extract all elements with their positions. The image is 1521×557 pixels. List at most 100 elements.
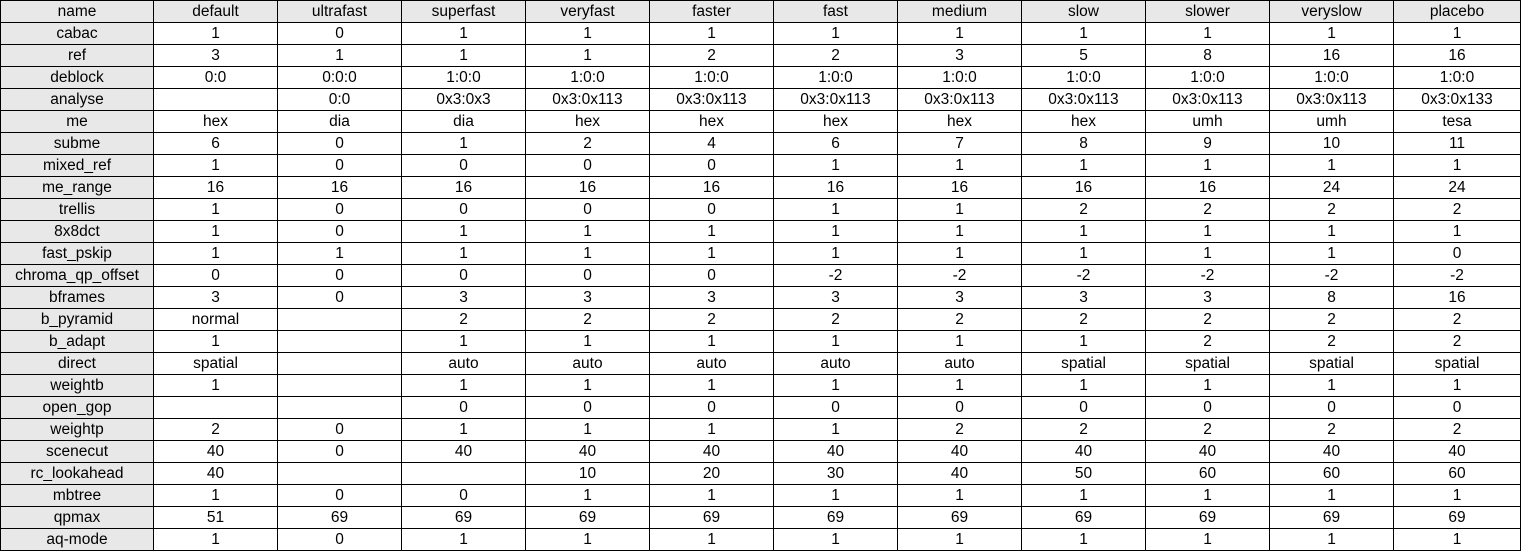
table-cell: auto	[897, 352, 1022, 375]
table-cell: -2	[897, 264, 1022, 287]
table-cell: 16	[1021, 176, 1146, 199]
table-cell: 1	[277, 242, 402, 265]
table-row: me_range 16 16 16 16 16 16 16 16 16 24 24	[0, 176, 1521, 199]
table-cell: auto	[525, 352, 650, 375]
table-cell: spatial	[153, 352, 278, 375]
table-cell: 16	[401, 176, 526, 199]
table-cell: 1:0:0	[773, 66, 898, 89]
table-cell: 0	[277, 22, 402, 45]
table-cell: 2	[1393, 308, 1521, 331]
table-cell: 1	[1269, 22, 1394, 45]
table-cell	[277, 308, 402, 331]
table-cell: spatial	[1393, 352, 1521, 375]
column-header-ultrafast: ultrafast	[277, 0, 402, 23]
table-cell: 1:0:0	[649, 66, 774, 89]
table-cell: 69	[1145, 506, 1270, 529]
row-name-cell: cabac	[0, 22, 154, 45]
table-cell: 1	[153, 528, 278, 551]
table-cell: spatial	[1021, 352, 1146, 375]
table-cell: normal	[153, 308, 278, 331]
table-cell: 0	[649, 154, 774, 177]
table-cell: 40	[1145, 440, 1270, 463]
table-cell: -2	[1269, 264, 1394, 287]
table-cell: 16	[1393, 44, 1521, 67]
table-cell: 0	[401, 396, 526, 419]
table-cell: hex	[897, 110, 1022, 133]
table-cell: 69	[1393, 506, 1521, 529]
table-cell: 1	[1021, 374, 1146, 397]
table-cell: umh	[1145, 110, 1270, 133]
table-cell: 1	[153, 330, 278, 353]
table-cell: 0	[1145, 396, 1270, 419]
table-cell: 1	[153, 198, 278, 221]
table-cell: 4	[649, 132, 774, 155]
table-cell: 0x3:0x113	[897, 88, 1022, 111]
table-cell: 10	[525, 462, 650, 485]
table-row: chroma_qp_offset 0 0 0 0 0 -2 -2 -2 -2 -2 -2	[0, 264, 1521, 287]
table-cell: 1	[1269, 528, 1394, 551]
table-cell: 0	[897, 396, 1022, 419]
table-cell: 40	[897, 440, 1022, 463]
table-cell: 8	[1269, 286, 1394, 309]
table-cell: 3	[897, 44, 1022, 67]
table-cell: auto	[401, 352, 526, 375]
table-cell: 0	[649, 198, 774, 221]
table-cell: 1	[401, 528, 526, 551]
table-cell: 2	[1021, 308, 1146, 331]
table-row: b_pyramid normal 2 2 2 2 2 2 2 2 2	[0, 308, 1521, 331]
table-cell: 3	[525, 286, 650, 309]
table-cell: 69	[277, 506, 402, 529]
table-cell: 51	[153, 506, 278, 529]
table-cell: 16	[277, 176, 402, 199]
table-cell: 3	[401, 286, 526, 309]
table-row: me hex dia dia hex hex hex hex hex umh umh tesa	[0, 110, 1521, 133]
table-cell	[277, 330, 402, 353]
table-cell: 3	[1145, 286, 1270, 309]
table-cell: 1	[649, 330, 774, 353]
table-cell: 1	[525, 374, 650, 397]
table-cell: 16	[649, 176, 774, 199]
table-cell: 1:0:0	[1393, 66, 1521, 89]
table-cell: 0	[277, 418, 402, 441]
table-cell: 1	[649, 242, 774, 265]
row-name-cell: trellis	[0, 198, 154, 221]
table-cell: 1	[153, 22, 278, 45]
table-cell: 40	[153, 462, 278, 485]
table-cell: 1	[1145, 220, 1270, 243]
table-cell: 1	[1021, 330, 1146, 353]
table-cell: 1	[1393, 528, 1521, 551]
table-cell	[277, 396, 402, 419]
column-header-placebo: placebo	[1393, 0, 1521, 23]
table-row: deblock 0:0 0:0:0 1:0:0 1:0:0 1:0:0 1:0:0 1:0:0…	[0, 66, 1521, 89]
table-cell: 1	[153, 154, 278, 177]
table-cell: 1:0:0	[1021, 66, 1146, 89]
table-cell: 0	[277, 286, 402, 309]
table-cell: 1	[525, 330, 650, 353]
column-header-slow: slow	[1021, 0, 1146, 23]
table-cell: 69	[525, 506, 650, 529]
table-cell: 0x3:0x3	[401, 88, 526, 111]
column-header-fast: fast	[773, 0, 898, 23]
table-cell: 1	[401, 418, 526, 441]
table-row: weightp 2 0 1 1 1 1 2 2 2 2 2	[0, 418, 1521, 441]
table-cell: 16	[525, 176, 650, 199]
table-cell: 1	[401, 242, 526, 265]
table-cell: 2	[1269, 418, 1394, 441]
table-cell: 1:0:0	[1145, 66, 1270, 89]
table-cell: 16	[153, 176, 278, 199]
table-cell: 1	[1021, 154, 1146, 177]
table-cell: 60	[1145, 462, 1270, 485]
table-cell: spatial	[1145, 352, 1270, 375]
row-name-cell: 8x8dct	[0, 220, 154, 243]
table-cell: 1	[773, 330, 898, 353]
table-cell: 1	[1021, 220, 1146, 243]
table-cell: 20	[649, 462, 774, 485]
table-cell: 0	[773, 396, 898, 419]
row-name-cell: chroma_qp_offset	[0, 264, 154, 287]
row-name-cell: fast_pskip	[0, 242, 154, 265]
table-row: subme 6 0 1 2 4 6 7 8 9 10 11	[0, 132, 1521, 155]
table-cell: 1:0:0	[1269, 66, 1394, 89]
table-cell: 2	[1145, 330, 1270, 353]
table-cell: 1	[897, 330, 1022, 353]
